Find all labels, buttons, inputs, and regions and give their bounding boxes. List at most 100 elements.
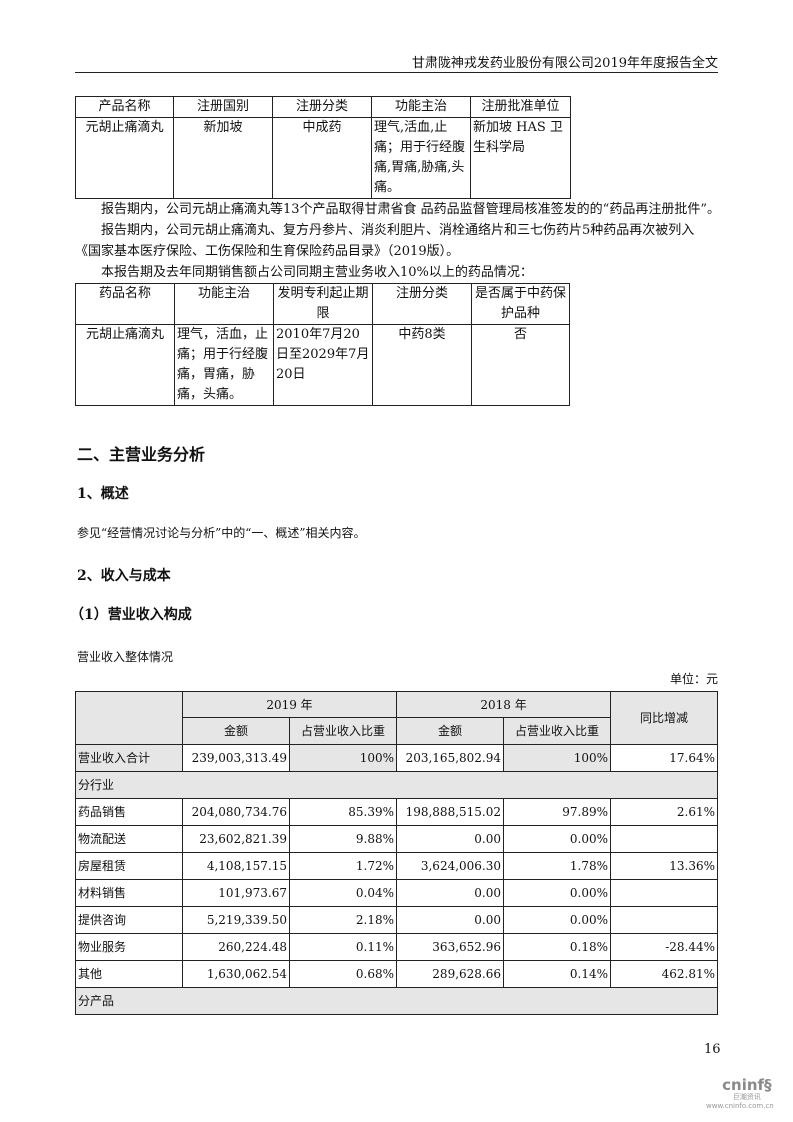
paragraph-insurance-catalog: 报告期内，公司元胡止痛滴丸、复方丹参片、消炎利胆片、消栓通络片和三七伤药片5种药… — [75, 223, 695, 259]
subsection-revenue-composition: （1）营业收入构成 — [70, 607, 192, 623]
cell-amount-2018: 289,628.66 — [396, 960, 505, 988]
cell-amount-2018: 363,652.96 — [396, 933, 505, 961]
cell-yoy: 17.64% — [610, 744, 719, 772]
th-amount-2018: 金额 — [396, 717, 505, 745]
cell-amount-2018: 203,165,802.94 — [396, 744, 505, 772]
overview-text: 参见“经营情况讨论与分析”中的“一、概述”相关内容。 — [77, 526, 366, 540]
cell-amount-2019: 1,630,062.54 — [182, 960, 290, 988]
header-divider — [75, 72, 718, 73]
table-row: 提供咨询 5,219,339.50 2.18% 0.00 0.00% — [75, 906, 719, 934]
cell-amount-2018: 0.00 — [396, 825, 505, 853]
cell-country: 新加坡 — [173, 117, 273, 199]
cell-yoy: 462.81% — [610, 960, 719, 988]
cell-ratio-2019: 1.72% — [288, 852, 398, 880]
cell-label: 其他 — [75, 960, 183, 988]
cell-ratio-2018: 0.18% — [503, 933, 612, 961]
registration-table: 产品名称 注册国别 注册分类 功能主治 注册批准单位 元胡止痛滴丸 新加坡 中成… — [75, 96, 571, 199]
cell-ratio-2019: 85.39% — [288, 798, 398, 826]
cell-amount-2019: 23,602,821.39 — [182, 825, 290, 853]
th-indication: 功能主治 — [174, 283, 274, 325]
cell-ratio-2018: 0.00% — [503, 879, 612, 907]
th-authority: 注册批准单位 — [470, 96, 571, 118]
cell-ratio-2018: 0.00% — [503, 825, 612, 853]
cninfo-logo: cninf§ 巨潮资讯 www.cninfo.com.cn — [706, 1076, 774, 1111]
th-patent-period: 发明专利起止期限 — [273, 283, 373, 325]
cell-amount-2019: 101,973.67 — [182, 879, 290, 907]
cell-amount-2018: 3,624,006.30 — [396, 852, 505, 880]
upper-content: 产品名称 注册国别 注册分类 功能主治 注册批准单位 元胡止痛滴丸 新加坡 中成… — [75, 96, 720, 406]
cell-yoy — [610, 825, 719, 853]
th-year-2019: 2019 年 — [181, 691, 398, 718]
cell-label: 药品销售 — [75, 798, 183, 826]
cell-amount-2018: 0.00 — [396, 906, 505, 934]
cell-amount-2019: 204,080,734.76 — [182, 798, 290, 826]
group-by-product: 分产品 — [74, 987, 719, 1015]
revenue-table: 2019 年 2018 年 同比增减 金额 占营业收入比重 金额 占营业收入比重… — [74, 691, 719, 1015]
cell-ratio-2019: 100% — [288, 744, 398, 772]
cell-amount-2019: 4,108,157.15 — [182, 852, 290, 880]
subsection-overview: 1、概述 — [77, 486, 129, 502]
th-year-2018: 2018 年 — [396, 691, 612, 718]
cell-patent-period: 2010年7月20日至2029年7月20日 — [273, 324, 373, 406]
table-row: 材料销售 101,973.67 0.04% 0.00 0.00% — [75, 879, 719, 907]
cell-yoy — [610, 879, 719, 907]
th-blank — [75, 691, 183, 745]
cell-amount-2018: 198,888,515.02 — [396, 798, 505, 826]
subsection-revenue-cost: 2、收入与成本 — [77, 568, 171, 584]
th-yoy-change: 同比增减 — [610, 691, 719, 745]
report-header-title: 甘肃陇神戎发药业股份有限公司2019年年度报告全文 — [411, 56, 718, 71]
cell-yoy: -28.44% — [610, 933, 719, 961]
cell-yoy: 13.36% — [610, 852, 719, 880]
cell-amount-2019: 5,219,339.50 — [182, 906, 290, 934]
cninfo-swirl-icon: § — [764, 1076, 772, 1094]
cell-ratio-2019: 0.11% — [288, 933, 398, 961]
cell-category: 中成药 — [272, 117, 372, 199]
group-by-industry: 分行业 — [74, 771, 719, 799]
cell-label: 物流配送 — [75, 825, 183, 853]
table-row: 其他 1,630,062.54 0.68% 289,628.66 0.14% 462.81… — [75, 960, 719, 988]
paragraph-sales-intro: 本报告期及去年同期销售额占公司同期主营业务收入10%以上的药品情况： — [101, 265, 533, 280]
major-drug-table: 药品名称 功能主治 发明专利起止期限 注册分类 是否属于中药保护品种 元胡止痛滴… — [75, 283, 570, 406]
page-number: 16 — [704, 1042, 721, 1057]
cell-drug-name: 元胡止痛滴丸 — [75, 324, 175, 406]
cell-amount-2018: 0.00 — [396, 879, 505, 907]
cell-category: 中药8类 — [372, 324, 472, 406]
cell-product-name: 元胡止痛滴丸 — [75, 117, 174, 199]
table-caption: 营业收入整体情况 — [77, 650, 174, 664]
table-row: 药品销售 204,080,734.76 85.39% 198,888,515.02 97… — [75, 798, 719, 826]
section-title: 二、主营业务分析 — [77, 445, 206, 464]
paragraph-reregistration: 报告期内，公司元胡止痛滴丸等13个产品取得甘肃省食 品药品监督管理局核准签发的的… — [101, 202, 720, 217]
cell-ratio-2019: 0.68% — [288, 960, 398, 988]
th-category: 注册分类 — [372, 283, 472, 325]
cell-label: 房屋租赁 — [75, 852, 183, 880]
th-ratio-2018: 占营业收入比重 — [503, 717, 612, 745]
th-category: 注册分类 — [272, 96, 372, 118]
cell-ratio-2018: 97.89% — [503, 798, 612, 826]
unit-label: 单位：元 — [669, 672, 718, 686]
table-row: 物业服务 260,224.48 0.11% 363,652.96 0.18% -28.44… — [75, 933, 719, 961]
cell-ratio-2018: 100% — [503, 744, 612, 772]
cell-amount-2019: 239,003,313.49 — [182, 744, 290, 772]
cell-authority: 新加坡 HAS 卫生科学局 — [470, 117, 571, 199]
th-protected: 是否属于中药保护品种 — [471, 283, 570, 325]
cell-ratio-2018: 1.78% — [503, 852, 612, 880]
cell-ratio-2019: 2.18% — [288, 906, 398, 934]
cell-ratio-2019: 0.04% — [288, 879, 398, 907]
total-row: 营业收入合计 239,003,313.49 100% 203,165,802.9… — [75, 744, 719, 772]
th-indication: 功能主治 — [371, 96, 471, 118]
cell-protected: 否 — [471, 324, 570, 406]
cell-yoy: 2.61% — [610, 798, 719, 826]
th-ratio-2019: 占营业收入比重 — [288, 717, 398, 745]
cell-label: 营业收入合计 — [75, 744, 183, 772]
th-drug-name: 药品名称 — [75, 283, 175, 325]
cell-ratio-2019: 9.88% — [288, 825, 398, 853]
table-row: 物流配送 23,602,821.39 9.88% 0.00 0.00% — [75, 825, 719, 853]
cell-label: 物业服务 — [75, 933, 183, 961]
cell-ratio-2018: 0.00% — [503, 906, 612, 934]
cell-label: 提供咨询 — [75, 906, 183, 934]
cell-ratio-2018: 0.14% — [503, 960, 612, 988]
th-amount-2019: 金额 — [182, 717, 290, 745]
cell-label: 材料销售 — [75, 879, 183, 907]
cell-amount-2019: 260,224.48 — [182, 933, 290, 961]
th-country: 注册国别 — [173, 96, 273, 118]
